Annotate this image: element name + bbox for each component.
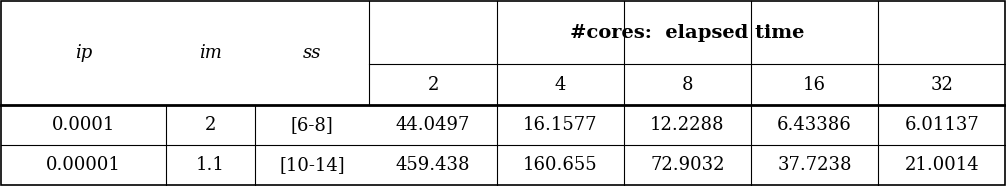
Text: im: im xyxy=(199,44,222,62)
Text: 2: 2 xyxy=(205,116,216,134)
Text: [6-8]: [6-8] xyxy=(291,116,334,134)
Text: 32: 32 xyxy=(931,76,953,94)
Text: 4: 4 xyxy=(554,76,566,94)
Text: 459.438: 459.438 xyxy=(395,156,471,174)
Text: 37.7238: 37.7238 xyxy=(778,156,852,174)
Text: 12.2288: 12.2288 xyxy=(650,116,724,134)
Text: 0.0001: 0.0001 xyxy=(51,116,115,134)
Text: 1.1: 1.1 xyxy=(196,156,225,174)
Text: 0.00001: 0.00001 xyxy=(46,156,121,174)
Text: ip: ip xyxy=(74,44,92,62)
Text: 6.01137: 6.01137 xyxy=(904,116,979,134)
Text: 16.1577: 16.1577 xyxy=(523,116,598,134)
Text: 160.655: 160.655 xyxy=(523,156,598,174)
Text: 6.43386: 6.43386 xyxy=(778,116,852,134)
Text: 8: 8 xyxy=(682,76,693,94)
Text: [10-14]: [10-14] xyxy=(280,156,345,174)
Text: 21.0014: 21.0014 xyxy=(904,156,979,174)
Text: 16: 16 xyxy=(803,76,826,94)
Text: 2: 2 xyxy=(428,76,439,94)
Text: 72.9032: 72.9032 xyxy=(650,156,724,174)
Text: 44.0497: 44.0497 xyxy=(396,116,470,134)
Text: ss: ss xyxy=(303,44,322,62)
Text: #cores:  elapsed time: #cores: elapsed time xyxy=(570,24,805,42)
